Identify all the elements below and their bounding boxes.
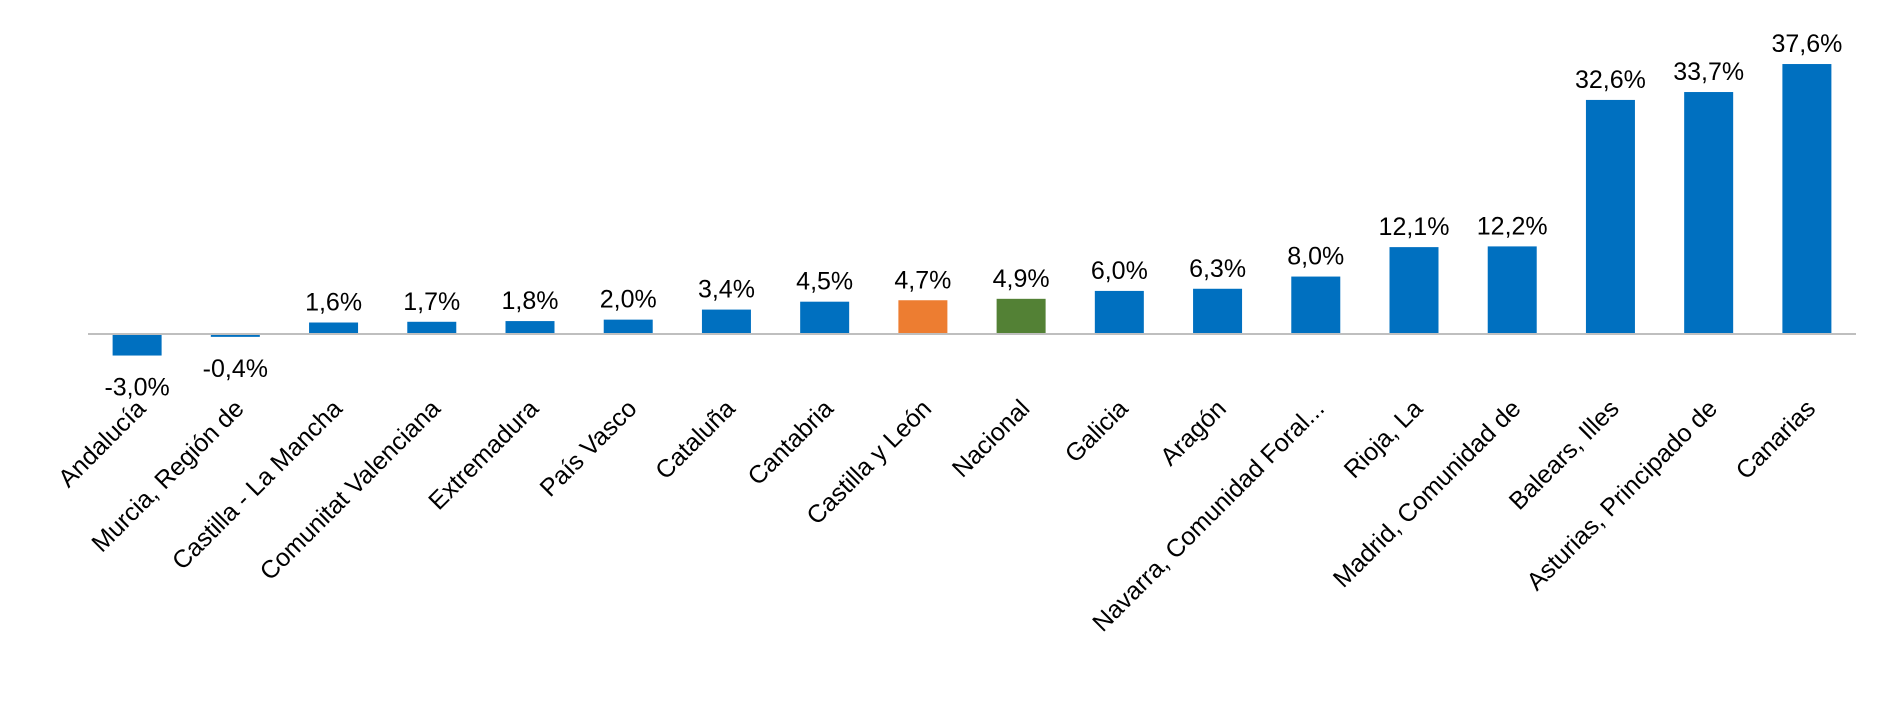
bar-rioja-la <box>1389 247 1439 334</box>
bar-andalucia <box>112 334 162 356</box>
data-label-pais-vasco: 2,0% <box>600 286 657 314</box>
data-label-canarias: 37,6% <box>1771 30 1842 58</box>
category-label-nacional: Nacional <box>947 394 1036 483</box>
bar-castilla-y-leon <box>898 300 948 334</box>
bar-aragon <box>1193 288 1243 334</box>
data-label-murcia-region-de: -0,4% <box>203 355 268 383</box>
category-label-cantabria: Cantabria <box>742 394 839 491</box>
data-label-nacional: 4,9% <box>993 265 1050 293</box>
data-label-madrid-comunidad-de: 12,2% <box>1477 212 1548 240</box>
bar-nacional <box>996 298 1046 334</box>
data-label-galicia: 6,0% <box>1091 257 1148 285</box>
data-label-castilla-y-leon: 4,7% <box>894 266 951 294</box>
data-label-asturias-principado-de: 33,7% <box>1673 58 1744 86</box>
bar-balears-illes <box>1585 99 1635 335</box>
data-label-cantabria: 4,5% <box>796 268 853 296</box>
data-label-andalucia: -3,0% <box>104 374 169 402</box>
bar-cataluna <box>701 309 751 334</box>
bar-asturias-principado-de <box>1684 92 1734 334</box>
data-label-navarra-comunidad-foral: 8,0% <box>1287 243 1344 271</box>
category-label-comunitat-valenciana: Comunitat Valenciana <box>255 394 447 586</box>
category-label-andalucia: Andalucía <box>53 394 151 492</box>
category-label-galicia: Galicia <box>1060 394 1134 468</box>
category-label-castilla-la-mancha: Castilla - La Mancha <box>167 394 348 575</box>
category-label-rioja-la: Rioja, La <box>1339 394 1429 484</box>
category-label-aragon: Aragón <box>1155 394 1232 471</box>
data-label-aragon: 6,3% <box>1189 255 1246 283</box>
data-label-castilla-la-mancha: 1,6% <box>305 289 362 317</box>
bar-galicia <box>1094 290 1144 334</box>
category-label-canarias: Canarias <box>1731 394 1822 485</box>
data-label-cataluna: 3,4% <box>698 276 755 304</box>
bar-murcia-region-de <box>210 334 260 337</box>
category-label-asturias-principado-de: Asturias, Principado de <box>1521 394 1723 596</box>
category-label-madrid-comunidad-de: Madrid, Comunidad de <box>1328 394 1527 593</box>
bar-pais-vasco <box>603 319 653 334</box>
bar-extremadura <box>505 321 555 334</box>
bar-madrid-comunidad-de <box>1487 246 1537 334</box>
bars-layer <box>112 64 1832 356</box>
bar-navarra-comunidad-foral <box>1291 276 1341 334</box>
data-labels-layer: -3,0% -0,4% 1,6% 1,7% 1,8% 2,0% 3,4% 4,5% 4,7% 4,… <box>104 30 1842 402</box>
data-label-balears-illes: 32,6% <box>1575 66 1646 94</box>
category-label-cataluna: Cataluña <box>650 394 741 485</box>
bar-castilla-la-mancha <box>309 322 359 334</box>
bar-comunitat-valenciana <box>407 321 457 334</box>
bar-cantabria <box>800 301 850 334</box>
data-label-extremadura: 1,8% <box>502 287 559 315</box>
data-label-rioja-la: 12,1% <box>1379 213 1450 241</box>
category-label-pais-vasco: País Vasco <box>535 394 643 502</box>
bar-canarias <box>1782 64 1832 334</box>
data-label-comunitat-valenciana: 1,7% <box>403 288 460 316</box>
